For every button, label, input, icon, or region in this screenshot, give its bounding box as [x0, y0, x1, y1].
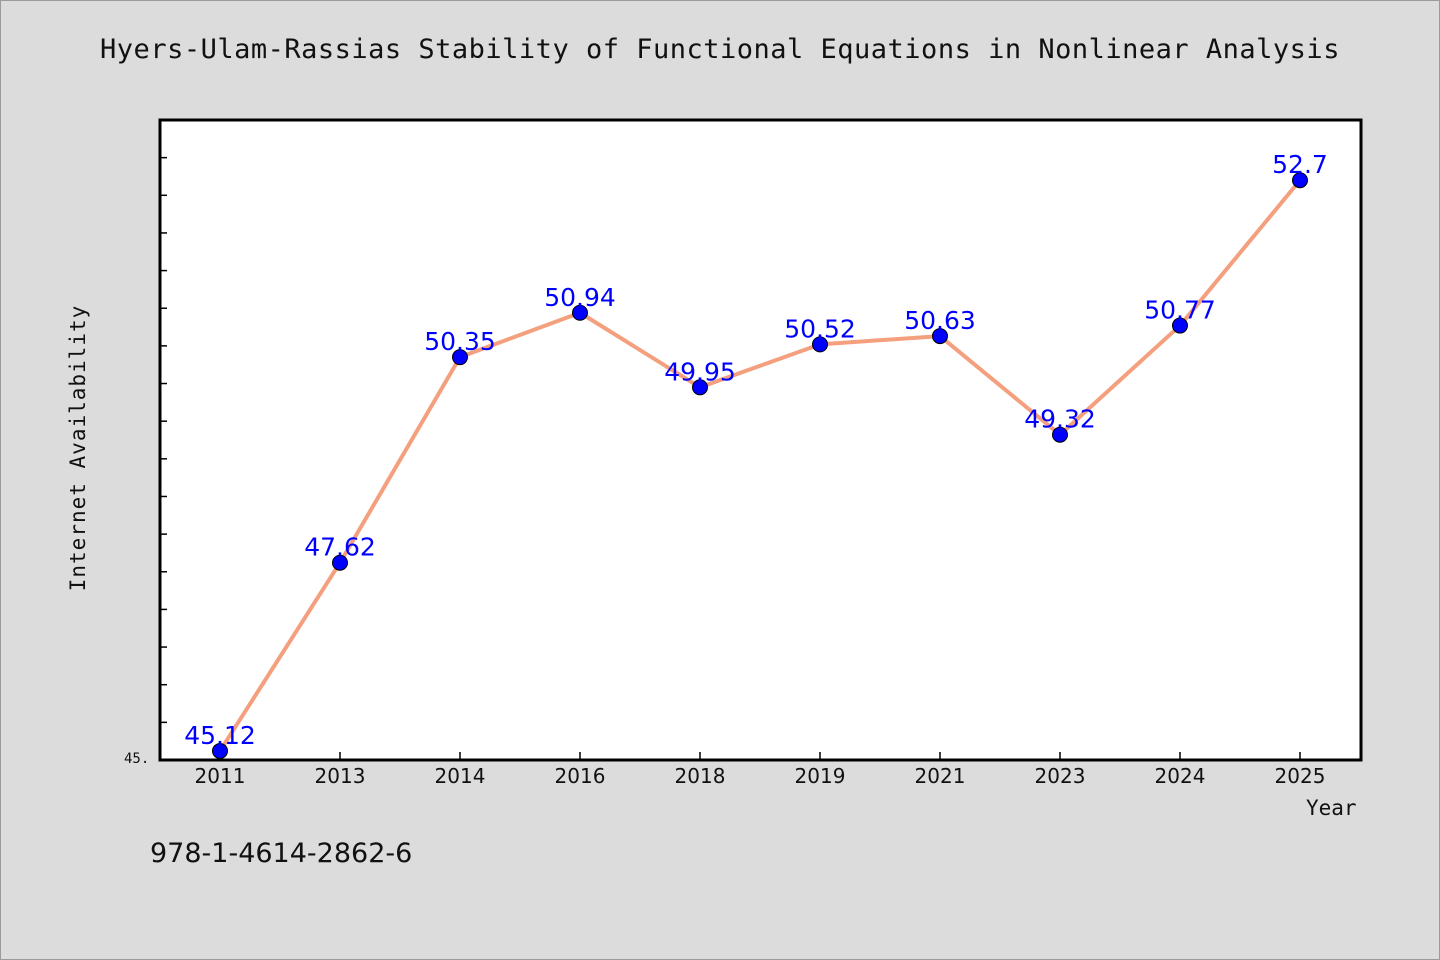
data-point — [332, 554, 348, 571]
x-tick-label: 2018 — [675, 764, 726, 788]
x-tick-label: 2023 — [1035, 764, 1086, 788]
plot-area — [158, 118, 1363, 762]
x-axis-ticks: 2011 2013 2014 2016 2018 2019 2021 2023 2024 2025 — [195, 752, 1326, 788]
x-tick-label: 2019 — [795, 764, 846, 788]
x-tick-label: 2014 — [435, 764, 486, 788]
data-label: 50.35 — [424, 327, 496, 356]
data-label: 45.12 — [184, 721, 256, 750]
x-tick-label: 2021 — [915, 764, 966, 788]
data-point — [452, 349, 468, 366]
data-point — [1292, 172, 1308, 189]
data-point — [692, 379, 708, 396]
data-label: 50.94 — [544, 283, 616, 312]
footer-isbn: 978-1-4614-2862-6 — [150, 838, 413, 869]
series-line — [218, 178, 1302, 753]
x-tick-label: 2013 — [315, 764, 366, 788]
data-label: 49.95 — [664, 357, 736, 386]
x-tick-label: 2016 — [555, 764, 606, 788]
data-point — [932, 328, 948, 345]
data-point — [212, 742, 228, 759]
data-labels: 45.12 47.62 50.35 50.94 49.95 50.52 50.63 49.32… — [184, 150, 1328, 750]
data-point — [572, 304, 588, 321]
data-label: 47.62 — [304, 533, 376, 562]
data-label: 49.32 — [1024, 405, 1096, 434]
y-axis-ticks — [160, 156, 167, 724]
x-axis-label: Year — [1306, 796, 1357, 820]
chart-title: Hyers-Ulam-Rassias Stability of Function… — [100, 34, 1340, 65]
data-label: 50.63 — [904, 306, 976, 335]
data-point — [1052, 426, 1068, 443]
x-tick-label: 2011 — [195, 764, 246, 788]
x-tick-label: 2025 — [1275, 764, 1326, 788]
data-label: 50.52 — [784, 314, 856, 343]
data-point — [1172, 317, 1188, 334]
data-markers — [212, 172, 1308, 759]
data-label: 50.77 — [1144, 296, 1216, 325]
data-point — [812, 336, 828, 353]
y-axis-min-label: 45. — [124, 751, 150, 767]
data-label: 52.7 — [1272, 150, 1328, 179]
x-tick-label: 2024 — [1155, 764, 1206, 788]
